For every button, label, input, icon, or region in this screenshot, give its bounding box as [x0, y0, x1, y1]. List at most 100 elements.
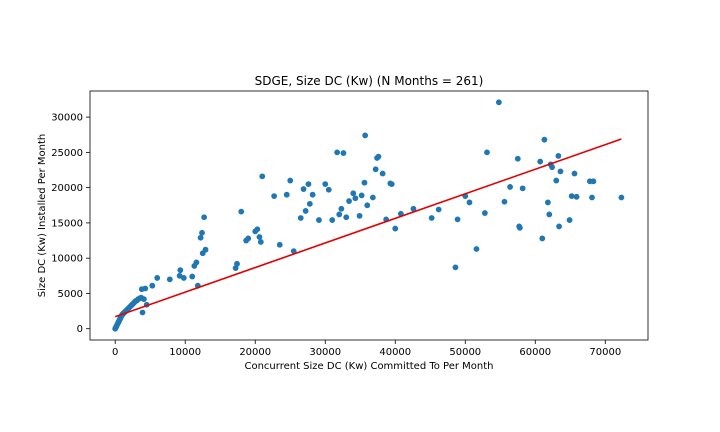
data-point [466, 199, 473, 206]
data-point [259, 173, 266, 180]
data-point [139, 309, 146, 316]
x-tick-label: 30000 [309, 347, 341, 358]
data-point [352, 195, 359, 202]
data-point [375, 153, 382, 160]
points-layer [112, 99, 625, 332]
x-tick-label: 0 [112, 347, 118, 358]
data-point [557, 168, 564, 175]
data-point [428, 215, 435, 221]
data-point [306, 200, 313, 207]
data-point [454, 216, 461, 223]
data-point [316, 217, 322, 223]
data-point [495, 99, 502, 106]
data-point [618, 194, 625, 201]
data-point [566, 217, 573, 223]
y-tick-label: 20000 [51, 183, 83, 194]
data-point [238, 208, 245, 215]
data-point [350, 190, 357, 197]
data-point [356, 212, 363, 219]
data-point [334, 149, 341, 156]
data-point [338, 205, 345, 212]
data-point [283, 191, 290, 198]
data-point [573, 193, 580, 200]
trend-line [114, 138, 622, 318]
data-point [501, 198, 508, 205]
data-point [555, 153, 562, 159]
data-point [516, 224, 523, 231]
data-point [329, 217, 336, 223]
data-point [336, 211, 343, 218]
data-point [553, 177, 560, 184]
data-point [568, 193, 575, 200]
data-point [484, 149, 490, 156]
data-point [452, 264, 459, 271]
data-point [589, 194, 595, 201]
data-point [369, 194, 376, 201]
data-point [302, 208, 309, 214]
x-axis-label: Concurrent Size DC (Kw) Committed To Per… [244, 361, 493, 372]
data-point [379, 170, 386, 177]
data-point [358, 192, 365, 199]
data-point [571, 170, 578, 177]
x-tick-label: 60000 [519, 347, 551, 358]
data-point [325, 186, 332, 193]
y-tick-label: 0 [77, 324, 83, 335]
data-point [254, 226, 261, 233]
data-point [556, 223, 562, 230]
data-point [300, 186, 307, 192]
data-point [519, 185, 526, 192]
data-point [276, 241, 283, 248]
data-point [361, 179, 368, 186]
data-point [546, 211, 553, 218]
data-point [290, 248, 297, 255]
data-point [201, 214, 208, 221]
y-tick-label: 30000 [51, 113, 83, 124]
data-point [199, 229, 205, 236]
data-point [197, 234, 204, 241]
data-point [193, 259, 200, 266]
data-point [514, 155, 521, 162]
data-point [287, 177, 294, 184]
data-point [340, 150, 347, 156]
data-point [410, 205, 417, 212]
data-point [309, 191, 316, 198]
data-point [435, 206, 442, 213]
y-tick-label: 10000 [51, 254, 83, 265]
x-tick-label: 40000 [379, 347, 411, 358]
data-point [388, 181, 395, 188]
data-point [141, 296, 147, 302]
data-point [364, 202, 371, 209]
x-tick-label: 50000 [449, 347, 481, 358]
x-axis: 0 10000 20000 30000 40000 50000 60000 70000 [112, 340, 621, 358]
data-point [346, 198, 352, 204]
data-point [549, 164, 555, 171]
data-point [202, 246, 209, 253]
data-point [473, 246, 480, 252]
x-tick-label: 20000 [239, 347, 271, 358]
data-point [541, 136, 548, 143]
data-point [177, 267, 184, 274]
data-point [392, 225, 399, 232]
data-point [297, 215, 304, 221]
data-point [149, 282, 156, 289]
plot-frame [89, 90, 649, 341]
data-point [372, 166, 379, 173]
x-tick-label: 10000 [169, 347, 201, 358]
y-axis: 0 5000 10000 15000 20000 25000 30000 [51, 113, 90, 335]
data-point [343, 214, 350, 221]
data-point [539, 235, 546, 242]
data-point [138, 286, 145, 293]
y-tick-label: 15000 [51, 218, 83, 229]
data-point [234, 260, 240, 267]
data-point [257, 239, 264, 245]
data-point [481, 210, 488, 216]
data-point [154, 275, 161, 281]
data-point [305, 181, 312, 188]
data-point [362, 132, 369, 139]
data-point [180, 275, 187, 281]
data-point [245, 235, 252, 242]
data-point [537, 158, 544, 165]
data-point [256, 234, 263, 240]
data-point [544, 199, 551, 206]
